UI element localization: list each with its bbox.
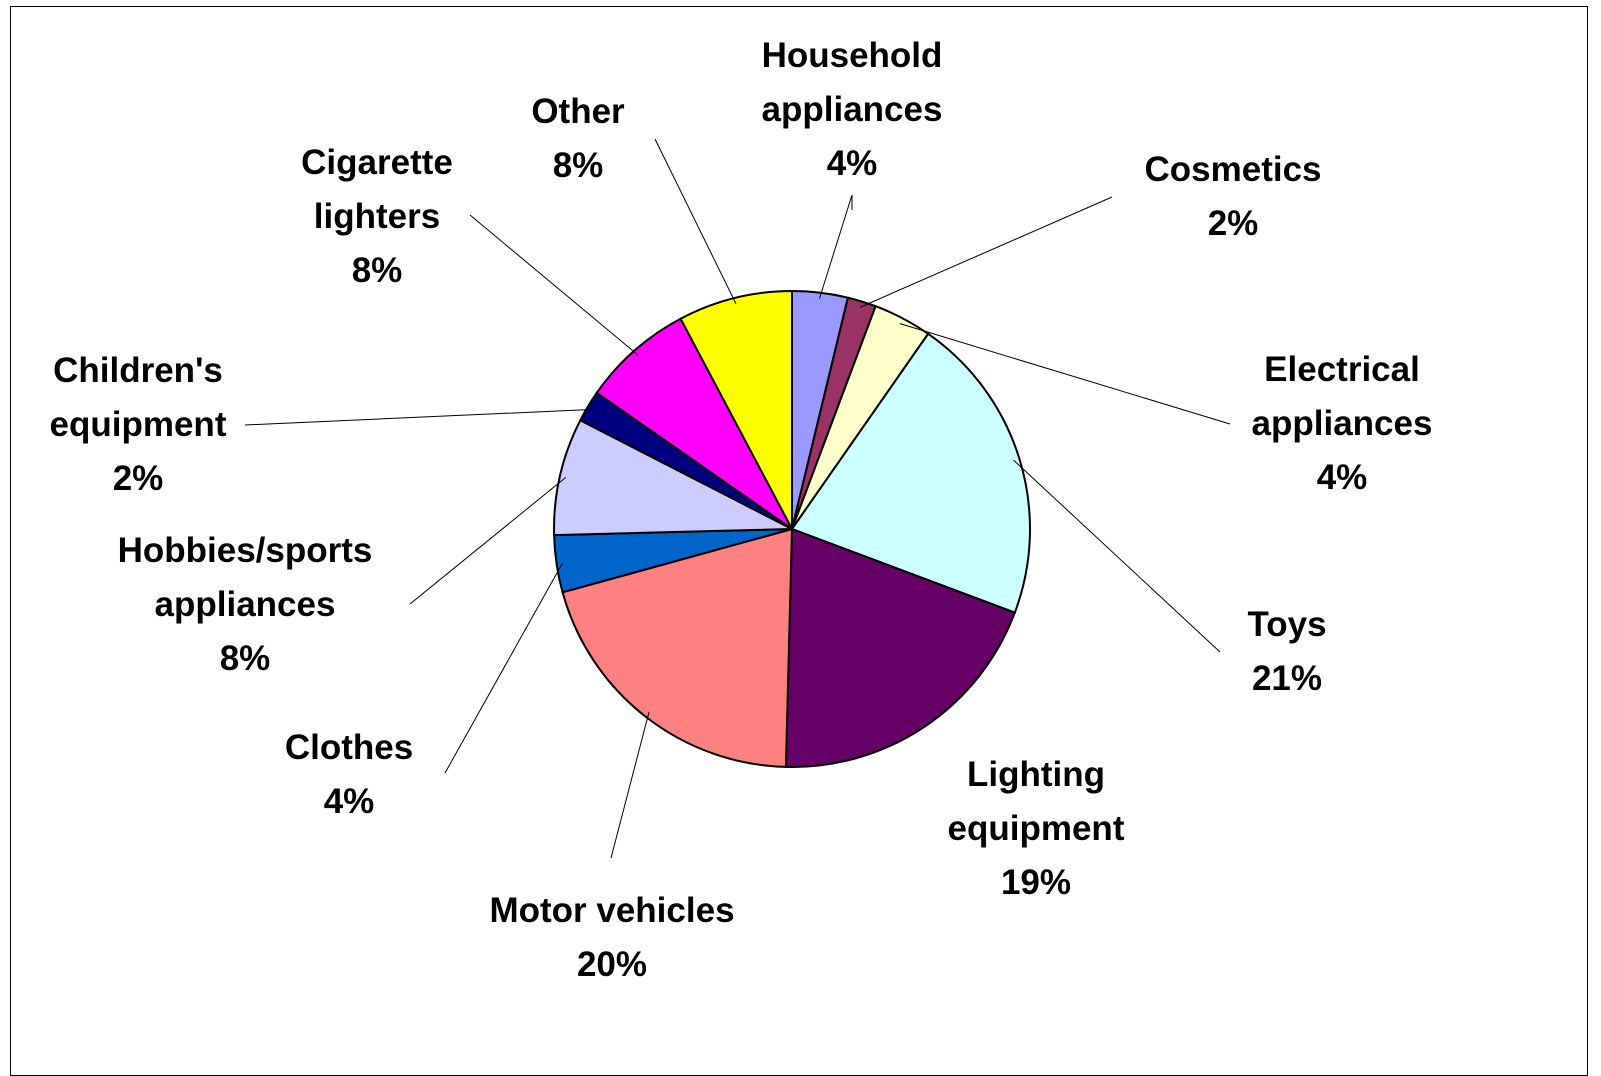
leader-line-0 — [818, 194, 853, 299]
slice-label-text: Other — [531, 92, 625, 131]
leader-line-5 — [610, 711, 650, 859]
leader-line-7 — [409, 476, 567, 605]
slice-label-text: appliances — [761, 90, 943, 129]
slice-percent: 21% — [1251, 659, 1323, 698]
slice-label-5: Motor vehicles 20% — [489, 884, 734, 992]
slice-percent: 8% — [552, 146, 604, 185]
slice-percent: 2% — [1207, 204, 1259, 243]
slice-label-8: Children's equipment 2% — [50, 344, 227, 506]
slice-percent: 4% — [323, 782, 375, 821]
slice-label-4: Lighting equipment 19% — [948, 748, 1125, 910]
slice-label-text: Household — [761, 36, 943, 75]
leader-line-9 — [469, 214, 639, 356]
leader-line-10 — [654, 138, 737, 305]
slice-label-text: Cigarette — [301, 143, 453, 182]
slice-label-6: Clothes 4% — [285, 721, 413, 829]
slice-label-text: Lighting — [966, 755, 1106, 794]
slice-label-text: appliances — [1251, 404, 1433, 443]
leader-line-6 — [444, 562, 563, 774]
pie-slice-7 — [553, 418, 793, 537]
slice-label-2: Electrical appliances 4% — [1252, 343, 1433, 505]
leader-line-3 — [1013, 459, 1221, 653]
slice-label-text: Toys — [1247, 605, 1327, 644]
slice-label-text: Electrical — [1264, 350, 1420, 389]
leader-line-1 — [859, 196, 1113, 308]
slice-label-text: Clothes — [284, 728, 414, 767]
slice-label-text: appliances — [154, 585, 336, 624]
slice-percent: 8% — [351, 251, 403, 290]
slice-label-1: Cosmetics 2% — [1144, 143, 1321, 251]
slice-percent: 2% — [112, 459, 164, 498]
slice-label-3: Toys 21% — [1247, 598, 1326, 706]
leader-line-8 — [244, 408, 594, 426]
slice-percent: 20% — [576, 945, 648, 984]
slice-label-text: equipment — [947, 809, 1125, 848]
slice-label-text: Motor vehicles — [489, 891, 735, 930]
slice-label-text: equipment — [49, 405, 227, 444]
slice-label-0: Household appliances 4% — [762, 29, 943, 191]
slice-label-7: Hobbies/sports appliances 8% — [118, 524, 373, 686]
slice-percent: 4% — [1316, 458, 1368, 497]
slice-label-text: lighters — [313, 197, 441, 236]
slice-percent: 19% — [1000, 863, 1072, 902]
slice-label-9: Cigarette lighters 8% — [301, 136, 453, 298]
slice-label-text: Hobbies/sports — [117, 531, 373, 570]
slice-percent: 8% — [219, 639, 271, 678]
pie-slice-9 — [595, 317, 793, 530]
slice-label-10: Other 8% — [531, 85, 624, 193]
leader-line-2 — [899, 323, 1231, 425]
pie-slice-5 — [561, 527, 794, 768]
slice-label-text: Children's — [53, 351, 223, 390]
slice-label-text: Cosmetics — [1144, 150, 1322, 189]
slice-percent: 4% — [826, 144, 878, 183]
pie-slice-10 — [679, 289, 793, 530]
pie-slice-4 — [784, 527, 1017, 768]
pie-slice-3 — [790, 332, 1031, 614]
